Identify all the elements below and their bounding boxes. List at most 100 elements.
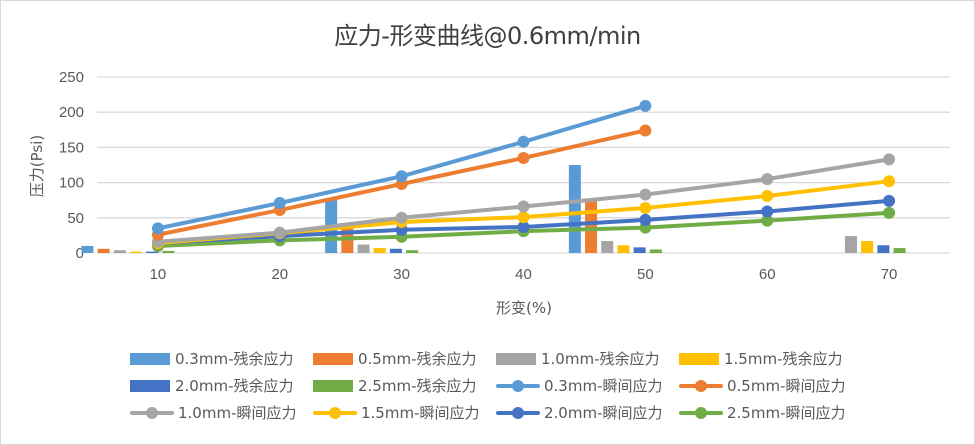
legend-bar-swatch bbox=[130, 379, 170, 392]
legend-label: 1.5mm-残余应力 bbox=[724, 350, 843, 368]
bar bbox=[406, 250, 419, 253]
data-point bbox=[273, 197, 286, 210]
legend-bar-swatch bbox=[679, 352, 719, 365]
chart-title: 应力-形变曲线@0.6mm/min bbox=[334, 22, 641, 50]
legend-label: 0.3mm-瞬间应力 bbox=[544, 377, 663, 395]
legend-item[interactable]: 2.0mm-瞬间应力 bbox=[496, 402, 663, 423]
bar bbox=[585, 198, 598, 253]
data-point bbox=[639, 213, 652, 226]
data-point bbox=[761, 189, 774, 202]
x-tick-label: 20 bbox=[271, 266, 288, 283]
y-tick-label: 0 bbox=[76, 245, 84, 262]
legend-item[interactable]: 1.5mm-残余应力 bbox=[679, 348, 843, 369]
bar bbox=[113, 250, 126, 253]
bar bbox=[162, 250, 175, 253]
bar bbox=[844, 236, 857, 253]
legend-line-marker-icon bbox=[313, 406, 357, 419]
legend-line-marker-icon bbox=[496, 379, 540, 392]
bar bbox=[601, 241, 614, 253]
legend-line-marker-icon bbox=[496, 406, 540, 419]
data-point bbox=[883, 206, 896, 219]
legend-item[interactable]: 1.0mm-瞬间应力 bbox=[130, 402, 297, 423]
legend-item[interactable]: 2.0mm-残余应力 bbox=[130, 375, 294, 396]
data-point bbox=[517, 220, 530, 233]
data-point bbox=[395, 170, 408, 183]
data-point bbox=[273, 226, 286, 239]
legend-bar-swatch bbox=[130, 352, 170, 365]
legend-bar-swatch bbox=[496, 352, 536, 365]
legend-line-marker-icon bbox=[679, 379, 723, 392]
bar bbox=[568, 165, 581, 253]
legend-bar-swatch bbox=[313, 379, 353, 392]
x-tick-label: 60 bbox=[759, 266, 776, 283]
legend-item[interactable]: 1.0mm-残余应力 bbox=[496, 348, 660, 369]
line-series-group bbox=[151, 99, 652, 235]
x-tick-label: 70 bbox=[881, 266, 898, 283]
bar bbox=[357, 244, 370, 253]
data-point bbox=[639, 99, 652, 112]
bar bbox=[861, 241, 874, 253]
bar bbox=[617, 245, 630, 253]
x-tick-label: 50 bbox=[637, 266, 654, 283]
legend-label: 0.5mm-瞬间应力 bbox=[727, 377, 846, 395]
data-point bbox=[517, 151, 530, 164]
bar bbox=[649, 249, 662, 253]
bar bbox=[389, 248, 402, 253]
x-tick-labels: 10 20 30 40 50 60 70 bbox=[150, 266, 898, 283]
data-point bbox=[151, 222, 164, 235]
data-point bbox=[639, 124, 652, 137]
legend-label: 1.0mm-瞬间应力 bbox=[178, 404, 297, 422]
legend-item[interactable]: 0.5mm-瞬间应力 bbox=[679, 375, 846, 396]
legend-label: 1.5mm-瞬间应力 bbox=[361, 404, 480, 422]
chart-plot: 0 50 100 150 200 250 10 20 30 40 50 60 70 压力(Psi) 形… bbox=[28, 69, 950, 317]
bar bbox=[877, 245, 890, 253]
legend-label: 0.3mm-残余应力 bbox=[175, 350, 294, 368]
x-tick-label: 40 bbox=[515, 266, 532, 283]
legend-label: 2.0mm-残余应力 bbox=[175, 377, 294, 395]
line-series bbox=[151, 99, 896, 252]
data-point bbox=[761, 205, 774, 218]
legend-item[interactable]: 0.3mm-残余应力 bbox=[130, 348, 294, 369]
data-point bbox=[395, 211, 408, 224]
data-point bbox=[517, 211, 530, 224]
bar bbox=[373, 248, 386, 253]
legend-label: 2.5mm-瞬间应力 bbox=[727, 404, 846, 422]
legend-line-marker-icon bbox=[679, 406, 723, 419]
y-axis-title: 压力(Psi) bbox=[28, 135, 46, 197]
legend-item[interactable]: 0.5mm-残余应力 bbox=[313, 348, 477, 369]
bar bbox=[130, 251, 143, 253]
bar bbox=[97, 248, 110, 253]
legend-label: 2.0mm-瞬间应力 bbox=[544, 404, 663, 422]
bar bbox=[633, 247, 646, 253]
x-tick-label: 30 bbox=[393, 266, 410, 283]
legend-label: 0.5mm-残余应力 bbox=[358, 350, 477, 368]
y-tick-label: 50 bbox=[67, 210, 84, 227]
bar bbox=[81, 245, 94, 253]
data-point bbox=[639, 201, 652, 214]
y-tick-label: 250 bbox=[59, 69, 84, 86]
legend-item[interactable]: 2.5mm-瞬间应力 bbox=[679, 402, 846, 423]
legend-bar-swatch bbox=[313, 352, 353, 365]
data-point bbox=[517, 135, 530, 148]
x-tick-label: 10 bbox=[150, 266, 167, 283]
data-point bbox=[639, 188, 652, 201]
legend-label: 2.5mm-残余应力 bbox=[358, 377, 477, 395]
legend-item[interactable]: 1.5mm-瞬间应力 bbox=[313, 402, 480, 423]
data-point bbox=[883, 153, 896, 166]
data-point bbox=[883, 175, 896, 188]
y-tick-label: 150 bbox=[59, 139, 84, 156]
data-point bbox=[517, 200, 530, 213]
legend-line-marker-icon bbox=[130, 406, 174, 419]
bar bbox=[146, 251, 159, 253]
data-point bbox=[761, 173, 774, 186]
x-axis-title: 形变(%) bbox=[496, 299, 552, 317]
y-tick-label: 100 bbox=[59, 175, 84, 192]
bar bbox=[893, 248, 906, 253]
data-point bbox=[761, 214, 774, 227]
line-series-group bbox=[151, 153, 896, 248]
legend-item[interactable]: 0.3mm-瞬间应力 bbox=[496, 375, 663, 396]
data-point bbox=[883, 194, 896, 207]
legend-item[interactable]: 2.5mm-残余应力 bbox=[313, 375, 477, 396]
y-tick-labels: 0 50 100 150 200 250 bbox=[59, 69, 84, 262]
